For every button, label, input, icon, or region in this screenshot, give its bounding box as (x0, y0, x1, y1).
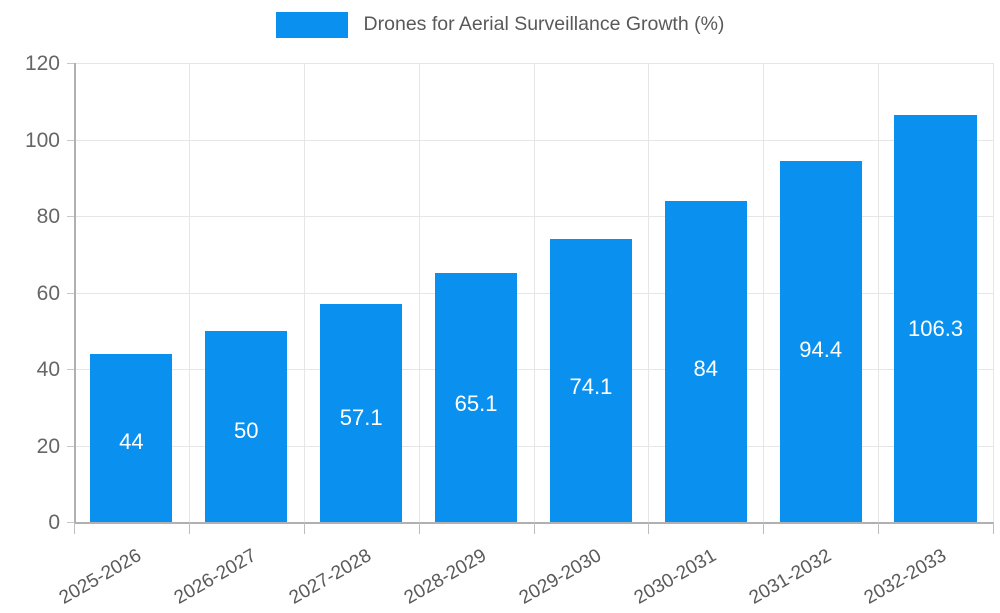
gridline-horizontal (74, 292, 993, 294)
y-axis-tick-label: 0 (48, 511, 60, 534)
y-axis-tick-label: 80 (36, 205, 60, 228)
x-axis-tick-mark (189, 522, 190, 534)
x-axis-tick-mark (534, 522, 535, 534)
y-axis-tick-label: 20 (36, 434, 60, 458)
gridline-horizontal (74, 139, 993, 141)
y-axis-tick-label: 40 (36, 358, 60, 381)
bar[interactable] (90, 353, 173, 522)
y-axis-tick-label: 120 (24, 52, 60, 75)
y-axis-tick-label: 100 (24, 128, 60, 152)
bar-value-label: 106.3 (908, 315, 964, 341)
gridline-vertical (763, 63, 764, 522)
x-axis-tick-label: 2030-2031 (630, 545, 720, 609)
gridline-vertical (993, 63, 994, 522)
x-axis-tick-label: 2026-2027 (171, 545, 261, 609)
x-axis-tick-mark (648, 522, 649, 534)
x-axis-tick-label: 2029-2030 (515, 545, 605, 609)
x-axis-tick-label: 2032-2033 (860, 545, 950, 609)
gridline-horizontal (74, 445, 993, 447)
gridline-vertical (419, 63, 420, 522)
legend-swatch-icon (275, 12, 348, 38)
y-axis-tick-mark (67, 292, 74, 294)
bar-value-label: 94.4 (799, 337, 843, 363)
bar[interactable] (664, 200, 747, 522)
y-axis-line (74, 63, 76, 523)
x-axis-tick-mark (993, 522, 994, 534)
bar[interactable] (205, 330, 288, 522)
bar-value-label: 44 (119, 429, 144, 455)
bar[interactable] (894, 115, 977, 522)
y-axis-tick-mark (67, 63, 74, 64)
bar-value-label: 65.1 (454, 390, 498, 416)
bar[interactable] (779, 160, 862, 522)
bar-value-label: 74.1 (569, 374, 613, 400)
gridline-vertical (304, 63, 305, 522)
gridline-vertical (534, 63, 535, 522)
bar-value-label: 50 (234, 418, 259, 444)
x-axis-tick-mark (304, 522, 305, 534)
gridline-horizontal (74, 369, 993, 370)
bar[interactable] (549, 238, 632, 522)
chart-legend: Drones for Aerial Surveillance Growth (%… (0, 12, 1000, 38)
x-axis-tick-mark (419, 522, 420, 534)
x-axis-tick-mark (763, 522, 764, 534)
y-axis-tick-mark (67, 139, 74, 141)
y-axis-tick-label: 60 (36, 281, 60, 305)
y-axis-tick-mark (67, 445, 74, 447)
x-axis-line (74, 522, 993, 524)
y-axis-tick-mark (67, 369, 74, 370)
gridline-vertical (189, 63, 190, 522)
bar[interactable] (434, 272, 518, 522)
y-axis-tick-mark (67, 216, 74, 217)
x-axis-tick-label: 2025-2026 (56, 545, 146, 609)
gridline-vertical (878, 63, 879, 522)
legend-item-drones-growth[interactable]: Drones for Aerial Surveillance Growth (%… (275, 12, 725, 38)
gridline-horizontal (74, 63, 993, 64)
x-axis-tick-label: 2031-2032 (745, 545, 835, 609)
y-axis-tick-mark (67, 522, 74, 523)
x-axis-tick-label: 2027-2028 (285, 545, 376, 609)
x-axis-tick-label: 2028-2029 (400, 545, 491, 609)
plot-area (74, 63, 994, 523)
x-axis-tick-mark (878, 522, 879, 534)
bar-chart: Drones for Aerial Surveillance Growth (%… (0, 12, 1000, 609)
bar-value-label: 84 (693, 356, 719, 382)
bar[interactable] (320, 303, 403, 522)
bar-value-label: 57.1 (339, 405, 383, 431)
legend-label: Drones for Aerial Surveillance Growth (%… (363, 13, 725, 36)
gridline-vertical (648, 63, 649, 522)
x-axis-tick-mark (74, 522, 75, 534)
gridline-horizontal (74, 216, 993, 217)
